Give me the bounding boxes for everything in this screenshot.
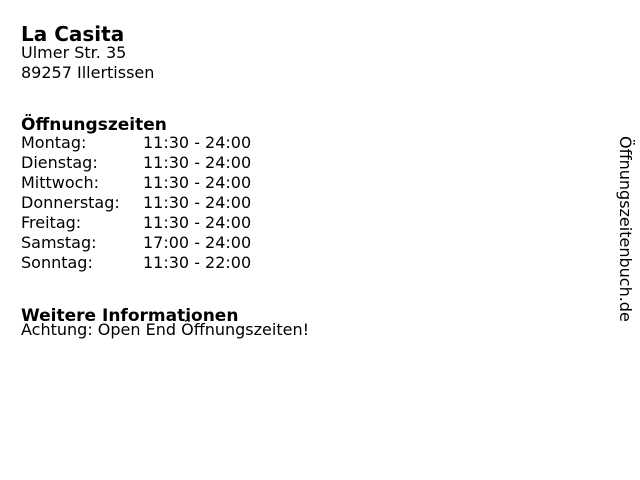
more-info-heading: Weitere Informationen bbox=[21, 306, 239, 327]
hours-time-value: 11:30 - 24:00 bbox=[143, 133, 252, 152]
hours-time-value: 11:30 - 24:00 bbox=[143, 153, 252, 172]
hours-row: Montag: 11:30 - 24:00 bbox=[21, 133, 251, 153]
hours-row: Donnerstag: 11:30 - 24:00 bbox=[21, 193, 251, 213]
opening-hours-heading: Öffnungszeiten bbox=[21, 115, 167, 136]
hours-row: Dienstag: 11:30 - 24:00 bbox=[21, 153, 251, 173]
hours-row: Samstag: 17:00 - 24:00 bbox=[21, 233, 251, 253]
address-street: Ulmer Str. 35 bbox=[21, 43, 127, 62]
business-address: Ulmer Str. 35 89257 Illertissen bbox=[21, 43, 154, 83]
info-note: Achtung: Open End Öffnungszeiten! bbox=[21, 320, 309, 339]
hours-time-value: 17:00 - 24:00 bbox=[143, 233, 252, 252]
hours-day-label: Dienstag: bbox=[21, 153, 98, 172]
hours-time-value: 11:30 - 22:00 bbox=[143, 253, 252, 272]
hours-day-label: Montag: bbox=[21, 133, 87, 152]
hours-time-value: 11:30 - 24:00 bbox=[143, 173, 252, 192]
business-name: La Casita bbox=[21, 22, 125, 47]
hours-row: Sonntag: 11:30 - 22:00 bbox=[21, 253, 251, 273]
hours-day-label: Sonntag: bbox=[21, 253, 93, 272]
hours-row: Freitag: 11:30 - 24:00 bbox=[21, 213, 251, 233]
site-watermark-link[interactable]: Öffnungszeitenbuch.de bbox=[616, 136, 635, 322]
hours-day-label: Mittwoch: bbox=[21, 173, 99, 192]
hours-time-value: 11:30 - 24:00 bbox=[143, 213, 252, 232]
hours-row: Mittwoch: 11:30 - 24:00 bbox=[21, 173, 251, 193]
hours-time-value: 11:30 - 24:00 bbox=[143, 193, 252, 212]
opening-hours-table: Montag: 11:30 - 24:00 Dienstag: 11:30 - … bbox=[21, 133, 251, 273]
hours-day-label: Freitag: bbox=[21, 213, 82, 232]
hours-day-label: Samstag: bbox=[21, 233, 97, 252]
address-city: 89257 Illertissen bbox=[21, 63, 155, 82]
hours-day-label: Donnerstag: bbox=[21, 193, 120, 212]
